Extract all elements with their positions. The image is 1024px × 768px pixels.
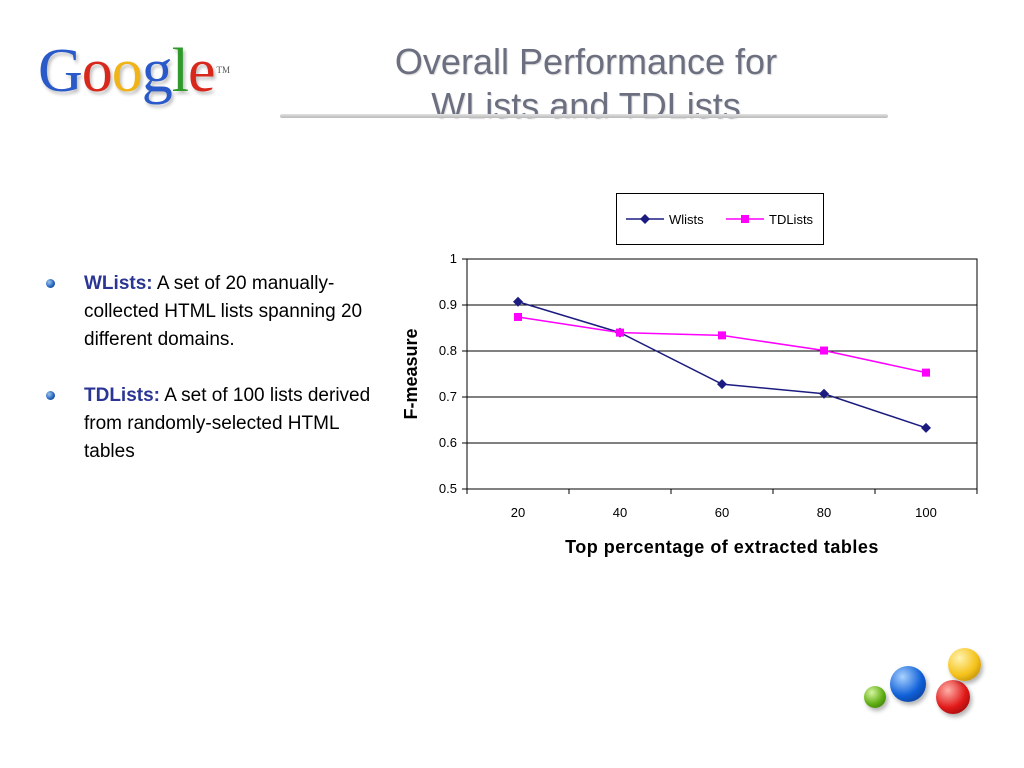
logo-letter: o: [81, 37, 113, 105]
y-tick-label: 0.9: [439, 297, 457, 312]
data-point-wlists: [513, 296, 523, 307]
y-tick-label: 1: [450, 251, 457, 266]
data-point-wlists: [717, 379, 727, 390]
bullet-icon: [46, 279, 55, 288]
slide-title-line-1: Overall Performance for: [394, 41, 778, 82]
legend-label: Wlists: [669, 212, 704, 227]
plot-area: [466, 258, 978, 490]
bullet-term: TDLists:: [84, 385, 160, 406]
legend-marker-wlists: [640, 214, 650, 224]
series-line-tdlists: [517, 316, 927, 374]
slide-title-line-2: WLists and TDLists: [431, 85, 741, 126]
bullet-text: A set of 20 manually-collected HTML list…: [84, 273, 363, 350]
decorative-balls: [860, 640, 990, 730]
logo-trademark: TM: [216, 65, 231, 75]
data-point-tdlists: [922, 368, 930, 377]
bullet-tdlists: TDLists: A set of 100 lists derived from…: [44, 382, 389, 466]
data-point-tdlists: [616, 328, 624, 337]
x-tick-label: 100: [915, 505, 937, 520]
bullet-list: WLists: A set of 20 manually-collected H…: [44, 270, 389, 494]
bullet-icon: [46, 391, 55, 400]
y-tick-label: 0.5: [439, 481, 457, 496]
blue-ball-icon: [890, 666, 926, 702]
data-point-wlists: [921, 422, 931, 433]
x-axis-label: Top percentage of extracted tables: [565, 537, 879, 557]
legend-label: TDLists: [769, 212, 814, 227]
logo-letter: o: [111, 37, 143, 105]
x-tick-label: 40: [613, 505, 627, 520]
logo-letter: e: [188, 37, 216, 105]
logo-letter: l: [171, 37, 189, 105]
bullet-text: A set of 100 lists derived from randomly…: [84, 385, 371, 462]
title-underline: [280, 114, 888, 118]
data-point-tdlists: [820, 346, 828, 355]
x-tick-label: 60: [715, 505, 729, 520]
yellow-ball-icon: [948, 648, 981, 681]
legend-marker-tdlists: [741, 215, 749, 223]
data-point-tdlists: [718, 331, 726, 340]
bullet-wlists: WLists: A set of 20 manually-collected H…: [44, 270, 389, 354]
data-point-tdlists: [514, 312, 522, 321]
y-tick-label: 0.6: [439, 435, 457, 450]
logo-letter: g: [141, 37, 173, 105]
slide-title: Overall Performance for WLists and TDLis…: [286, 40, 886, 128]
logo-letter: G: [38, 37, 83, 105]
data-point-wlists: [819, 388, 829, 399]
x-tick-label: 20: [511, 505, 525, 520]
y-tick-label: 0.7: [439, 389, 457, 404]
x-tick-label: 80: [817, 505, 831, 520]
red-ball-icon: [936, 680, 970, 714]
y-axis-label: F-measure: [401, 328, 421, 419]
bullet-term: WLists:: [84, 273, 153, 294]
google-logo: Google TM: [38, 40, 230, 102]
series-line-wlists: [517, 301, 927, 429]
y-tick-label: 0.8: [439, 343, 457, 358]
green-ball-icon: [864, 686, 886, 708]
